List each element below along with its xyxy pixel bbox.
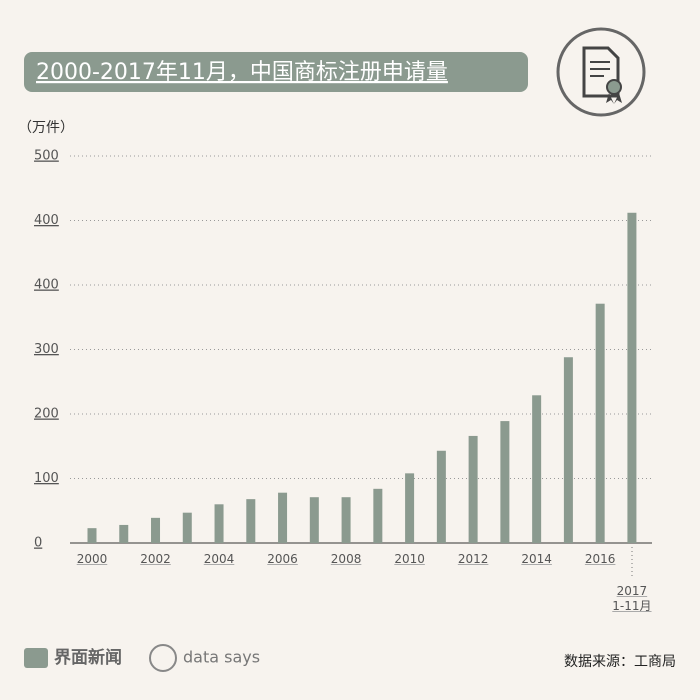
brand-logo xyxy=(24,648,48,668)
x-tick-label: 2012 xyxy=(457,552,489,566)
brand: 界面新闻 xyxy=(54,647,122,668)
x-tick-label: 2006 xyxy=(267,552,298,566)
bar xyxy=(627,212,637,543)
bar xyxy=(278,492,288,543)
y-tick-label: 300 xyxy=(34,342,59,357)
y-tick-label: 400 xyxy=(34,278,59,293)
bar xyxy=(563,357,573,543)
y-tick-label: 500 xyxy=(34,149,59,164)
bar xyxy=(468,435,478,543)
bar xyxy=(436,450,446,543)
bar xyxy=(87,528,97,543)
title-banner xyxy=(24,52,528,92)
partner-logo xyxy=(149,644,177,672)
x-tick-label: 2014 xyxy=(521,552,552,566)
bar xyxy=(532,395,542,543)
x-tick-label: 2017 1-11月 xyxy=(612,584,652,613)
y-tick-label: 100 xyxy=(34,471,59,486)
bar xyxy=(595,303,605,543)
y-tick-label: 200 xyxy=(34,407,59,422)
x-tick-label: 2002 xyxy=(140,552,171,566)
x-tick-label: 2004 xyxy=(203,552,235,566)
chart-title: 2000-2017年11月，中国商标注册申请量 xyxy=(36,60,448,85)
x-tick-label: 2016 xyxy=(584,552,616,566)
y-tick-label: 0 xyxy=(34,536,42,551)
bar xyxy=(246,499,256,543)
x-tick-label: 2010 xyxy=(394,552,425,566)
partner: data says xyxy=(183,648,260,667)
certificate-icon xyxy=(582,46,622,104)
bar xyxy=(309,497,319,543)
bar xyxy=(182,512,192,543)
bar xyxy=(151,517,161,543)
x-tick-label: 2008 xyxy=(330,552,362,566)
bar xyxy=(341,497,351,543)
bar xyxy=(500,421,510,543)
y-axis-label: （万件） xyxy=(18,120,74,136)
source: 数据来源：工商局 xyxy=(564,654,676,670)
bar xyxy=(119,524,129,543)
bar xyxy=(405,473,415,543)
y-tick-label: 400 xyxy=(34,213,59,228)
x-tick-label: 2000 xyxy=(76,552,108,566)
bar xyxy=(214,504,224,543)
bar xyxy=(373,488,383,543)
